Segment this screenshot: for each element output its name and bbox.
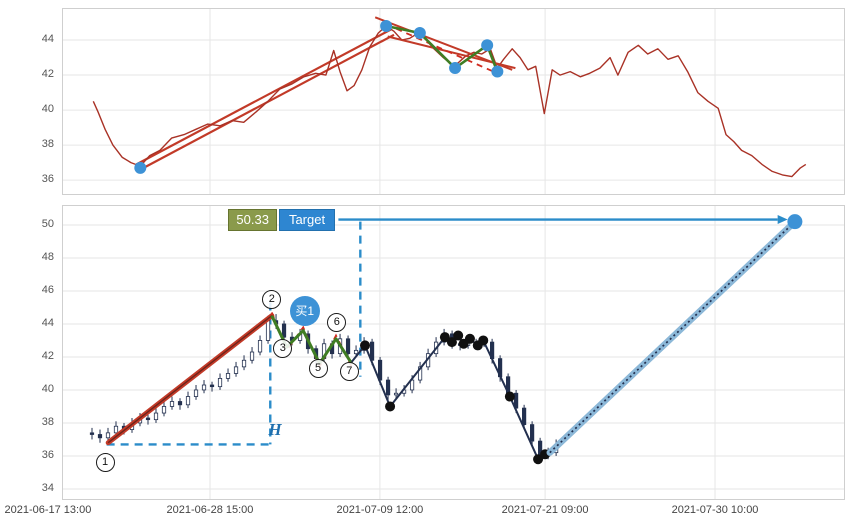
y-tick-label: 48 — [41, 250, 54, 263]
upper-line-chart[interactable] — [62, 8, 845, 195]
y-tick-label: 36 — [41, 448, 54, 461]
target-arrowhead — [777, 215, 788, 225]
red-trendline-core — [107, 315, 273, 444]
gridlines — [62, 8, 845, 195]
plot-border — [62, 205, 845, 500]
y-tick-label: 38 — [41, 138, 54, 151]
y-tick-label: 34 — [41, 481, 54, 494]
plot-border — [62, 8, 845, 195]
x-tick-label: 2021-06-28 15:00 — [166, 504, 254, 516]
x-tick-label: 2021-07-21 09:00 — [501, 504, 589, 516]
y-tick-label: 50 — [41, 217, 54, 230]
measure-dashed-lines — [106, 221, 362, 446]
y-tick-label: 42 — [41, 68, 54, 81]
y-tick-label: 40 — [41, 103, 54, 116]
gridlines — [62, 205, 845, 500]
pivot-polyline — [350, 334, 553, 461]
x-tick-label: 2021-07-30 10:00 — [671, 504, 759, 516]
y-tick-label: 44 — [41, 316, 54, 329]
rising-trendline — [135, 28, 392, 166]
y-tick-label: 38 — [41, 415, 54, 428]
y-tick-label: 42 — [41, 349, 54, 362]
y-tick-label: 46 — [41, 283, 54, 296]
zigzag-trend-dashed — [385, 23, 498, 75]
y-tick-label: 44 — [41, 33, 54, 46]
x-tick-label: 2021-07-09 12:00 — [336, 504, 424, 516]
y-tick-label: 36 — [41, 173, 54, 186]
price-line — [92, 25, 807, 178]
x-tick-label: 2021-06-17 13:00 — [4, 504, 92, 516]
y-tick-label: 40 — [41, 382, 54, 395]
lower-candlestick-chart[interactable] — [62, 205, 845, 500]
projection-line-dotted — [549, 221, 796, 454]
candlesticks — [89, 314, 559, 461]
projection-end-dot — [787, 214, 803, 230]
pivot-black-dots — [360, 330, 551, 465]
pivot-dots — [134, 20, 504, 174]
